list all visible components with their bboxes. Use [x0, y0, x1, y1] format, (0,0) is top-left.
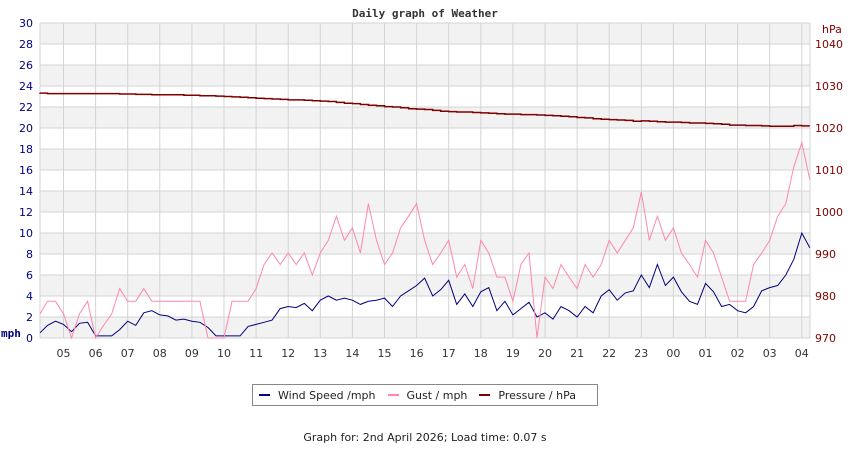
y2-tick-label: 1010	[815, 164, 843, 177]
legend-swatch-wind-speed	[259, 394, 270, 396]
y-tick-label: 16	[19, 164, 33, 177]
x-tick-label: 17	[442, 347, 456, 360]
y2-tick-label: 1020	[815, 122, 843, 135]
y-tick-label: 6	[26, 269, 33, 282]
y-tick-label: 10	[19, 227, 33, 240]
y-tick-label: 0	[26, 332, 33, 345]
y2-axis-unit-hpa: hPa	[822, 23, 842, 36]
x-tick-label: 22	[602, 347, 616, 360]
x-tick-label: 09	[185, 347, 199, 360]
y2-tick-label: 1000	[815, 206, 843, 219]
x-tick-label: 01	[699, 347, 713, 360]
y-tick-label: 24	[19, 80, 33, 93]
y-axis-unit-mph: mph	[1, 327, 21, 340]
y-tick-label: 2	[26, 311, 33, 324]
x-tick-label: 15	[378, 347, 392, 360]
y-tick-label: 4	[26, 290, 33, 303]
y-tick-label: 30	[19, 17, 33, 30]
y-tick-label: 20	[19, 122, 33, 135]
y2-tick-label: 1040	[815, 38, 843, 51]
y-tick-label: 8	[26, 248, 33, 261]
x-tick-label: 00	[666, 347, 680, 360]
y2-tick-label: 980	[815, 290, 836, 303]
x-tick-label: 13	[313, 347, 327, 360]
y-tick-label: 28	[19, 38, 33, 51]
legend-swatch-gust	[387, 394, 399, 396]
gridlines	[39, 22, 811, 339]
x-tick-label: 16	[410, 347, 424, 360]
series-line	[39, 231, 811, 337]
x-tick-label: 14	[345, 347, 359, 360]
y2-tick-label: 1030	[815, 80, 843, 93]
series-line	[39, 92, 810, 128]
x-tick-label: 02	[731, 347, 745, 360]
series-line	[39, 140, 811, 340]
y2-tick-label: 990	[815, 248, 836, 261]
legend-item-wind-speed: Wind Speed /mph	[259, 389, 376, 402]
x-tick-label: 05	[57, 347, 71, 360]
chart-title: Daily graph of Weather	[352, 7, 498, 20]
x-tick-label: 07	[121, 347, 135, 360]
legend-label: Wind Speed /mph	[278, 388, 376, 402]
data-series	[39, 92, 811, 340]
x-tick-label: 21	[570, 347, 584, 360]
y-tick-label: 12	[19, 206, 33, 219]
x-tick-label: 03	[763, 347, 777, 360]
x-tick-label: 23	[634, 347, 648, 360]
legend: Wind Speed /mph Gust / mph Pressure / hP…	[252, 384, 598, 406]
x-tick-label: 04	[795, 347, 809, 360]
x-tick-label: 10	[217, 347, 231, 360]
legend-label: Gust / mph	[406, 388, 468, 402]
x-tick-label: 18	[474, 347, 488, 360]
grid-bands	[40, 23, 810, 338]
y2-tick-label: 970	[815, 332, 836, 345]
x-tick-label: 08	[153, 347, 167, 360]
weather-chart: 05 06 07 08 09 10 11 12 13 14 15 16 17 18 19 20 21 22 23 00…	[1, 7, 843, 360]
axes: 05 06 07 08 09 10 11 12 13 14 15 16 17 18 19 20 21 22 23 00…	[1, 17, 843, 360]
x-tick-label: 19	[506, 347, 520, 360]
x-tick-label: 12	[281, 347, 295, 360]
y-tick-label: 26	[19, 59, 33, 72]
legend-label: Pressure / hPa	[498, 388, 576, 402]
legend-item-gust: Gust / mph	[387, 388, 468, 402]
legend-item-pressure: Pressure / hPa	[479, 389, 576, 402]
x-tick-label: 11	[249, 347, 263, 360]
y-tick-label: 18	[19, 143, 33, 156]
legend-swatch-pressure	[479, 394, 491, 396]
x-tick-label: 06	[89, 347, 103, 360]
x-tick-label: 20	[538, 347, 552, 360]
footer-status: Graph for: 2nd April 2026; Load time: 0.…	[303, 431, 547, 444]
y-tick-label: 14	[19, 185, 33, 198]
y-tick-label: 22	[19, 101, 33, 114]
